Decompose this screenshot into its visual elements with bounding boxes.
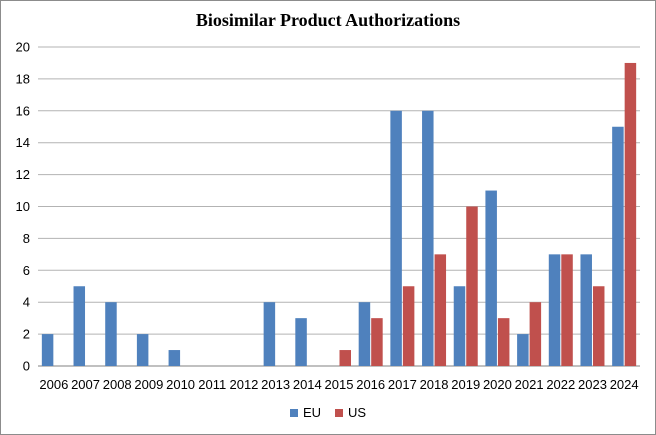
legend-label-us: US xyxy=(348,405,367,420)
x-tick-label: 2011 xyxy=(198,377,226,392)
legend-swatch-eu xyxy=(289,408,298,417)
legend: EU US xyxy=(0,405,656,420)
x-tick-label: 2021 xyxy=(515,377,544,392)
x-tick-label: 2022 xyxy=(546,377,575,392)
y-tick-label: 0 xyxy=(23,359,30,374)
bar-eu-2022 xyxy=(548,254,561,366)
x-tick-label: 2013 xyxy=(261,377,290,392)
legend-label-eu: EU xyxy=(302,405,321,420)
x-tick-label: 2010 xyxy=(166,377,195,392)
x-tick-label: 2020 xyxy=(483,377,512,392)
y-tick-label: 20 xyxy=(16,40,30,55)
legend-swatch-us xyxy=(335,408,343,417)
x-tick-label: 2012 xyxy=(229,377,258,392)
x-tick-label: 2018 xyxy=(420,377,449,392)
y-tick-label: 16 xyxy=(16,103,30,118)
legend-item-us: US xyxy=(335,405,366,420)
x-tick-label: 2007 xyxy=(71,377,100,392)
bar-us-2016 xyxy=(371,318,383,366)
bar-eu-2021 xyxy=(517,334,529,366)
y-tick-label: 8 xyxy=(23,231,30,246)
x-axis-ticks: 2006 2007 2008 2009 2010 2011 2012 2013 2014 2015… xyxy=(39,377,638,392)
bar-eu-2010 xyxy=(168,350,181,366)
y-tick-label: 12 xyxy=(16,167,30,182)
gridlines xyxy=(38,46,640,367)
bar-eu-2008 xyxy=(105,302,117,366)
x-tick-label: 2009 xyxy=(134,377,163,392)
bar-eu-2019 xyxy=(453,286,466,366)
x-tick-label: 2023 xyxy=(578,377,607,392)
x-tick-label: 2016 xyxy=(356,377,385,392)
bar-us-2019 xyxy=(466,206,478,366)
bar-us-2015 xyxy=(339,350,351,366)
bar-eu-2023 xyxy=(580,254,592,366)
bar-eu-2020 xyxy=(485,190,497,366)
bar-eu-2024 xyxy=(612,126,624,366)
x-tick-label: 2024 xyxy=(610,377,639,392)
y-tick-label: 10 xyxy=(16,199,30,214)
x-tick-label: 2019 xyxy=(451,377,480,392)
legend-item-eu: EU xyxy=(289,405,321,420)
bar-us-2021 xyxy=(529,302,542,366)
bar-eu-2007 xyxy=(73,286,86,366)
bar-eu-2009 xyxy=(136,334,149,366)
y-tick-label: 14 xyxy=(16,135,30,150)
y-tick-label: 6 xyxy=(23,263,30,278)
bar-us-2017 xyxy=(402,286,415,366)
y-axis-ticks: 0 2 4 6 8 10 12 14 16 18 20 xyxy=(16,40,30,374)
x-tick-label: 2006 xyxy=(39,377,68,392)
bar-eu-2006 xyxy=(41,334,54,366)
y-tick-label: 4 xyxy=(23,295,30,310)
chart-title: Biosimilar Product Authorizations xyxy=(195,10,461,30)
bar-us-2018 xyxy=(434,254,447,366)
bar-eu-2018 xyxy=(422,110,434,366)
x-tick-label: 2008 xyxy=(103,377,132,392)
x-tick-label: 2014 xyxy=(293,377,322,392)
bar-us-2022 xyxy=(561,254,573,366)
bar-eu-2016 xyxy=(358,302,371,366)
bars xyxy=(41,62,637,366)
bar-us-2024 xyxy=(624,62,637,366)
bar-us-2023 xyxy=(592,286,605,366)
bar-eu-2013 xyxy=(263,302,276,366)
x-tick-label: 2015 xyxy=(325,377,354,392)
bar-us-2020 xyxy=(497,318,510,366)
y-tick-label: 2 xyxy=(23,327,30,342)
x-tick-label: 2017 xyxy=(388,377,417,392)
bar-eu-2017 xyxy=(390,110,402,366)
bar-eu-2014 xyxy=(295,318,307,366)
y-tick-label: 18 xyxy=(16,71,30,86)
